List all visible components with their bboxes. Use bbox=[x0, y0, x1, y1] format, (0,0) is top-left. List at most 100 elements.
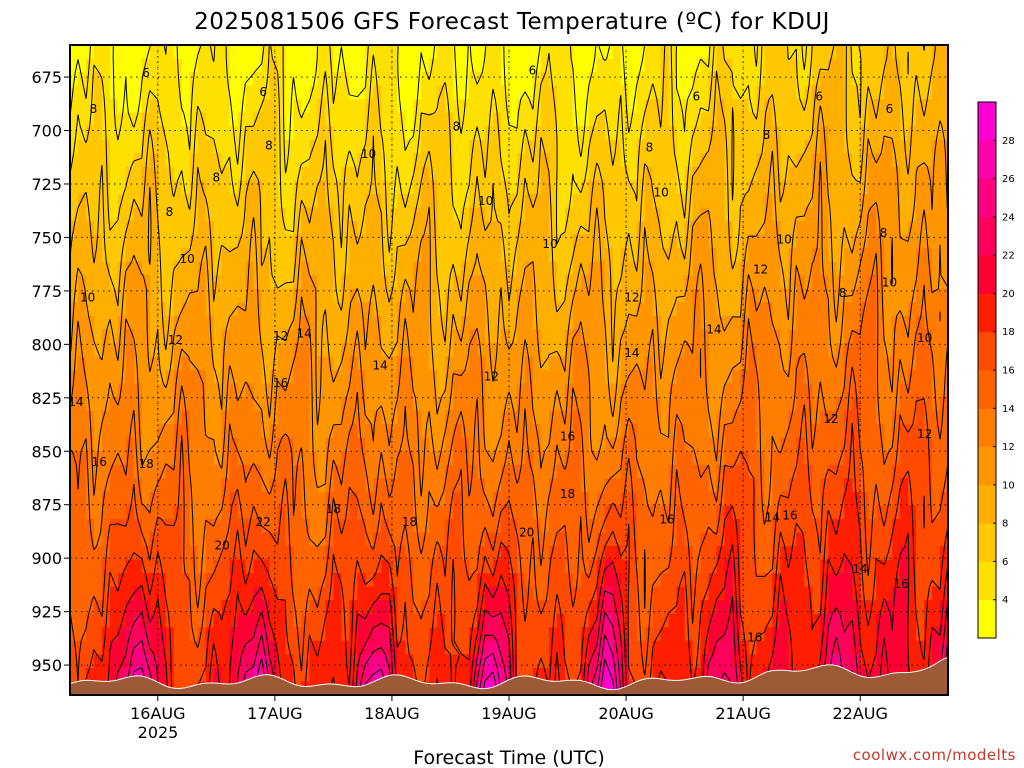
temperature-cell bbox=[493, 180, 502, 195]
temperature-cell bbox=[357, 397, 366, 412]
temperature-cell bbox=[309, 45, 319, 60]
temperature-cell bbox=[221, 153, 231, 168]
temperature-cell bbox=[548, 99, 558, 114]
temperature-cell bbox=[141, 586, 151, 601]
temperature-cell bbox=[596, 58, 606, 73]
temperature-cell bbox=[884, 342, 893, 358]
temperature-cell bbox=[93, 613, 103, 628]
temperature-cell bbox=[868, 126, 877, 141]
temperature-cell bbox=[620, 221, 630, 236]
temperature-cell bbox=[748, 329, 758, 344]
temperature-cell bbox=[596, 356, 606, 371]
temperature-cell bbox=[820, 193, 829, 209]
temperature-cell bbox=[357, 491, 366, 507]
temperature-cell bbox=[165, 153, 175, 168]
temperature-cell bbox=[205, 383, 215, 398]
temperature-cell bbox=[77, 532, 87, 547]
temperature-cell bbox=[485, 45, 494, 60]
temperature-cell bbox=[141, 302, 151, 317]
temperature-cell bbox=[556, 153, 566, 168]
temperature-cell bbox=[341, 153, 350, 168]
temperature-cell bbox=[77, 302, 87, 317]
temperature-cell bbox=[245, 451, 255, 466]
temperature-cell bbox=[716, 437, 726, 452]
temperature-cell bbox=[405, 424, 414, 439]
temperature-cell bbox=[604, 410, 614, 425]
temperature-cell bbox=[197, 491, 207, 507]
temperature-cell bbox=[157, 342, 167, 358]
temperature-cell bbox=[876, 654, 885, 669]
temperature-cell bbox=[796, 315, 805, 330]
temperature-cell bbox=[461, 573, 470, 588]
temperature-cell bbox=[269, 193, 279, 209]
temperature-cell bbox=[493, 478, 502, 493]
temperature-cell bbox=[181, 126, 191, 141]
temperature-cell bbox=[812, 234, 821, 249]
temperature-cell bbox=[165, 383, 175, 398]
temperature-cell bbox=[588, 221, 598, 236]
temperature-cell bbox=[381, 329, 390, 344]
temperature-cell bbox=[628, 221, 638, 236]
temperature-cell bbox=[564, 518, 574, 534]
temperature-cell bbox=[309, 315, 319, 330]
temperature-cell bbox=[804, 126, 813, 141]
temperature-cell bbox=[668, 261, 678, 276]
temperature-cell bbox=[133, 329, 143, 344]
temperature-cell bbox=[317, 370, 327, 385]
temperature-cell bbox=[397, 559, 406, 574]
temperature-cell bbox=[165, 654, 175, 669]
temperature-cell bbox=[493, 491, 502, 507]
temperature-cell bbox=[205, 559, 215, 574]
temperature-cell bbox=[748, 410, 758, 425]
temperature-cell bbox=[397, 546, 406, 561]
temperature-cell bbox=[445, 221, 454, 236]
temperature-cell bbox=[445, 180, 454, 195]
temperature-cell bbox=[604, 275, 614, 290]
temperature-cell bbox=[101, 288, 111, 303]
temperature-cell bbox=[892, 654, 901, 669]
temperature-cell bbox=[229, 342, 239, 358]
temperature-cell bbox=[269, 613, 279, 628]
temperature-cell bbox=[628, 45, 638, 60]
temperature-cell bbox=[548, 613, 558, 628]
temperature-cell bbox=[173, 221, 183, 236]
temperature-cell bbox=[636, 410, 646, 425]
temperature-cell bbox=[165, 586, 175, 601]
temperature-cell bbox=[373, 410, 382, 425]
temperature-cell bbox=[373, 58, 382, 73]
temperature-cell bbox=[453, 288, 462, 303]
temperature-cell bbox=[461, 383, 470, 398]
temperature-cell bbox=[780, 193, 789, 209]
temperature-cell bbox=[732, 139, 742, 154]
temperature-cell bbox=[828, 478, 837, 493]
temperature-cell bbox=[700, 193, 710, 209]
temperature-cell bbox=[724, 437, 734, 452]
temperature-cell bbox=[469, 437, 478, 452]
temperature-cell bbox=[285, 166, 295, 182]
temperature-cell bbox=[109, 126, 119, 141]
temperature-cell bbox=[277, 464, 287, 479]
temperature-cell bbox=[572, 85, 582, 100]
temperature-cell bbox=[836, 221, 845, 236]
temperature-cell bbox=[628, 99, 638, 114]
temperature-cell bbox=[405, 288, 414, 303]
temperature-cell bbox=[125, 58, 135, 73]
temperature-cell bbox=[261, 207, 271, 222]
temperature-cell bbox=[564, 288, 574, 303]
temperature-cell bbox=[716, 275, 726, 290]
temperature-cell bbox=[269, 370, 279, 385]
temperature-cell bbox=[548, 600, 558, 615]
temperature-cell bbox=[269, 234, 279, 249]
temperature-cell bbox=[229, 288, 239, 303]
temperature-cell bbox=[524, 546, 534, 561]
temperature-cell bbox=[636, 546, 646, 561]
temperature-cell bbox=[189, 505, 199, 520]
temperature-cell bbox=[429, 600, 438, 615]
temperature-cell bbox=[844, 424, 853, 439]
temperature-cell bbox=[708, 627, 718, 642]
temperature-cell bbox=[820, 58, 829, 73]
temperature-cell bbox=[596, 302, 606, 317]
temperature-cell bbox=[437, 518, 446, 534]
temperature-cell bbox=[133, 397, 143, 412]
temperature-cell bbox=[828, 586, 837, 601]
